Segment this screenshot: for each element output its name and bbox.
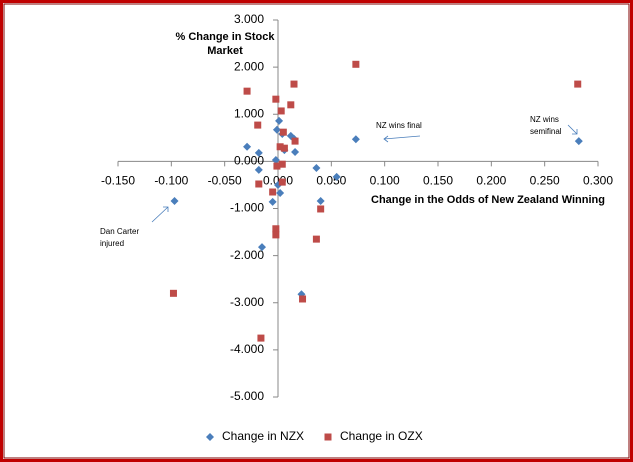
point (287, 101, 295, 109)
point (271, 155, 280, 164)
point (254, 165, 263, 174)
point (257, 334, 265, 342)
y-tick-label: -5.000 (230, 389, 264, 403)
point (574, 137, 583, 146)
y-tick-label: -2.000 (230, 248, 264, 262)
point (273, 162, 281, 170)
point (291, 147, 300, 156)
point (254, 148, 263, 157)
point (243, 142, 252, 151)
point (574, 80, 582, 88)
x-tick-label: -0.050 (208, 174, 242, 188)
y-tick-label: 2.000 (234, 59, 264, 73)
x-tick-label: 0.250 (530, 174, 560, 188)
y-tick-label: -1.000 (230, 201, 264, 215)
annotation: semifinal (530, 127, 562, 136)
point (312, 163, 321, 172)
y-tick-label: 0.000 (234, 154, 264, 168)
x-tick-label: -0.150 (101, 174, 135, 188)
annotation: NZ wins final (376, 121, 422, 130)
y-tick-label: 3.000 (234, 12, 264, 26)
point (279, 128, 287, 136)
point (276, 188, 285, 197)
y-tick-label: -3.000 (230, 295, 264, 309)
point (255, 180, 263, 188)
point (332, 172, 341, 181)
annotation: Dan Carter (100, 227, 139, 236)
annotation: NZ wins (530, 115, 559, 124)
point (169, 289, 177, 297)
annotation: injured (100, 239, 124, 248)
legend-label: Change in NZX (222, 429, 304, 443)
y-axis-title: Market (207, 45, 243, 57)
point (278, 178, 286, 186)
x-tick-label: 0.100 (370, 174, 400, 188)
point (268, 197, 277, 206)
point (280, 144, 288, 152)
point (272, 125, 281, 134)
inner-frame (3, 3, 630, 459)
point (254, 121, 262, 129)
point (291, 137, 299, 145)
legend-marker (206, 433, 214, 441)
point (316, 196, 325, 205)
point (277, 107, 285, 115)
point (278, 160, 286, 168)
point (269, 188, 277, 196)
y-axis-title: % Change in Stock (175, 31, 275, 43)
x-tick-label: 0.050 (316, 174, 346, 188)
point (312, 235, 320, 243)
x-tick-label: 0.150 (423, 174, 453, 188)
point (258, 243, 266, 252)
x-tick-label: 0.300 (583, 174, 613, 188)
y-tick-label: -4.000 (230, 342, 264, 356)
x-axis-title: Change in the Odds of New Zealand Winnin… (371, 194, 605, 206)
point (299, 295, 307, 303)
point (351, 135, 360, 144)
point (275, 116, 284, 125)
point (272, 231, 280, 239)
legend-marker (324, 433, 332, 441)
point (317, 205, 325, 213)
point (272, 95, 280, 103)
x-tick-label: -0.100 (154, 174, 188, 188)
point (352, 60, 360, 68)
point (290, 80, 298, 88)
point (276, 143, 284, 151)
legend-label: Change in OZX (340, 429, 423, 443)
y-tick-label: 1.000 (234, 106, 264, 120)
arrows (151, 124, 578, 223)
point (272, 225, 280, 233)
point (170, 196, 179, 205)
point (243, 87, 251, 95)
x-tick-label: 0.200 (476, 174, 506, 188)
